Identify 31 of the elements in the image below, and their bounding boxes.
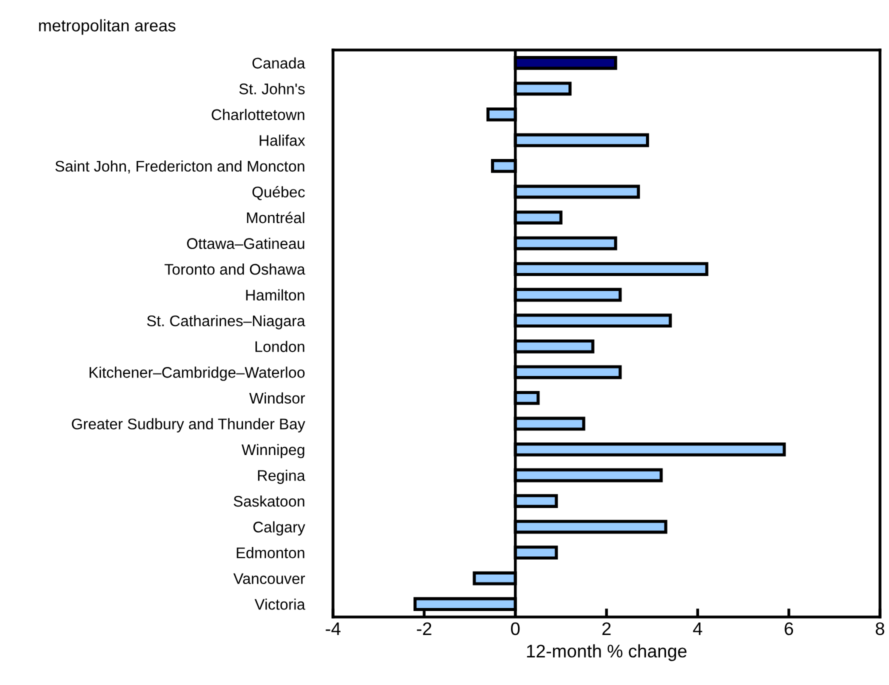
x-tick-label: -2 (416, 622, 432, 635)
y-tick-label: Canada (252, 57, 306, 69)
y-tick-label: Winnipeg (242, 444, 304, 458)
y-tick-label: Saskatoon (234, 495, 304, 507)
y-tick-label: Victoria (254, 598, 306, 610)
y-tick-label: St. John's (239, 83, 305, 94)
text: metropolitan areas (39, 19, 176, 35)
y-tick-label: Québec (252, 186, 305, 200)
x-tick-label: 0 (511, 622, 520, 636)
y-tick-label: London (256, 340, 304, 352)
y-tick-label: Ottawa–Gatineau (187, 238, 304, 249)
y-tick-label: Regina (258, 470, 306, 484)
y-tick-label: Calgary (253, 521, 306, 536)
x-axis-title: 12-month % change (527, 644, 687, 662)
y-tick-label: Vancouver (233, 573, 305, 584)
y-tick-label: Hamilton (246, 289, 304, 301)
x-tick-label: 8 (876, 622, 884, 636)
y-tick-label: Halifax (260, 134, 306, 146)
x-tick-label: 2 (602, 622, 611, 635)
x-tick-label: -4 (326, 622, 340, 635)
y-tick-label: Edmonton (236, 547, 304, 558)
y-tick-label: Greater Sudbury and Thunder Bay (72, 418, 306, 432)
x-tick-label: 4 (693, 622, 702, 635)
x-tick-label: 6 (784, 622, 794, 636)
y-tick-label: Windsor (249, 392, 305, 404)
y-tick-label: Saint John, Fredericton and Moncton (55, 160, 304, 174)
y-tick-label: St. Catharines–Niagara (147, 315, 306, 330)
y-tick-label: Toronto and Oshawa (164, 264, 306, 275)
y-tick-label: Kitchener–Cambridge–Waterloo (90, 366, 305, 381)
y-tick-label: Charlottetown (212, 108, 304, 120)
y-tick-label: Montréal (247, 212, 304, 224)
